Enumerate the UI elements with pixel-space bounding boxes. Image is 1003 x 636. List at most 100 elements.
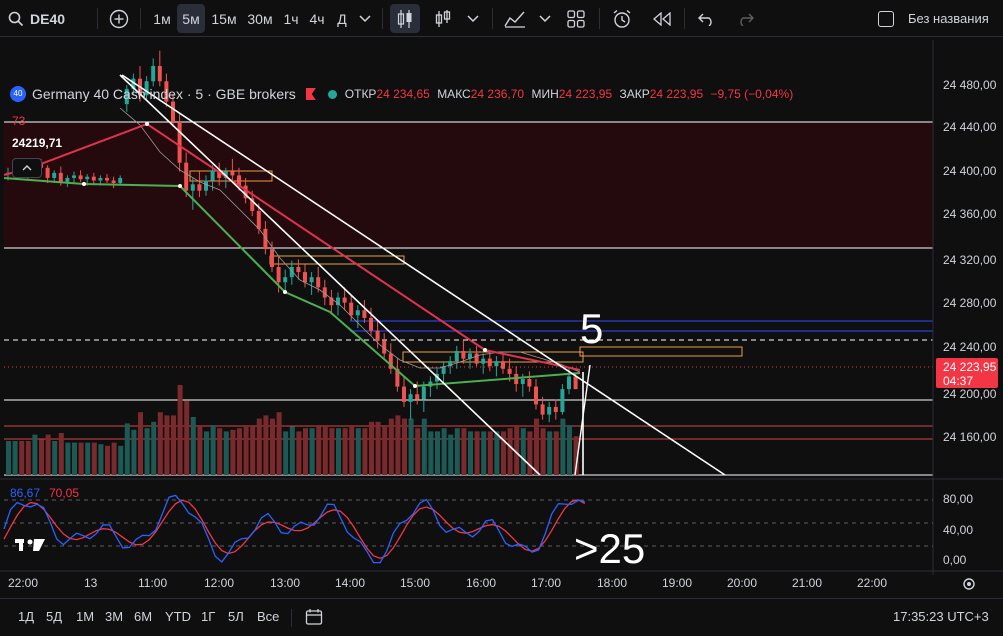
candle-body[interactable] bbox=[487, 358, 492, 367]
range-all[interactable]: Все bbox=[257, 609, 280, 624]
candle-body[interactable] bbox=[448, 361, 453, 367]
price-axis[interactable]: 24 480,00 24 440,00 24 400,00 24 360,00 … bbox=[943, 78, 997, 444]
candle-body[interactable] bbox=[270, 249, 274, 267]
candle-body[interactable] bbox=[157, 65, 162, 82]
candle-body[interactable] bbox=[171, 101, 175, 122]
candle-body[interactable] bbox=[124, 88, 129, 105]
green-trend-line[interactable] bbox=[3, 177, 581, 388]
series-title[interactable]: Germany 40 Cash index · 5 · GBE brokers bbox=[32, 86, 296, 102]
candle-body[interactable] bbox=[560, 389, 565, 413]
candle-body[interactable] bbox=[494, 361, 499, 367]
indicators-button[interactable] bbox=[501, 0, 529, 37]
interval-dropdown[interactable] bbox=[355, 0, 375, 37]
templates-button[interactable] bbox=[562, 0, 590, 37]
flag-icon[interactable] bbox=[305, 88, 316, 100]
oscillator-axis[interactable]: 80,00 40,00 0,00 bbox=[943, 492, 973, 567]
interval-d[interactable]: Д bbox=[337, 10, 347, 27]
candle-body[interactable] bbox=[534, 386, 538, 405]
candle-body[interactable] bbox=[382, 340, 387, 354]
candle-body[interactable] bbox=[276, 267, 281, 283]
indicators-dropdown[interactable] bbox=[535, 0, 555, 37]
candle-body[interactable] bbox=[553, 406, 558, 413]
chart-area[interactable]: 5 24 480,00 24 440,00 24 400,00 24 360,0… bbox=[0, 38, 1003, 598]
candle-body[interactable] bbox=[118, 177, 123, 184]
alert-button[interactable] bbox=[608, 0, 636, 37]
white-trend-line[interactable] bbox=[121, 74, 726, 476]
interval-1m[interactable]: 1м bbox=[153, 10, 171, 27]
candle-body[interactable] bbox=[283, 277, 288, 283]
collapse-legend-button[interactable] bbox=[12, 158, 42, 178]
candle-body[interactable] bbox=[540, 404, 545, 415]
clock-timezone[interactable]: 17:35:23 UTC+3 bbox=[893, 609, 989, 624]
candle-body[interactable] bbox=[151, 65, 156, 82]
candle-body[interactable] bbox=[72, 175, 76, 178]
candle-body[interactable] bbox=[45, 167, 50, 178]
candle-body[interactable] bbox=[329, 297, 334, 306]
price-chart[interactable]: 5 24 480,00 24 440,00 24 400,00 24 360,0… bbox=[0, 38, 1003, 598]
interval-1h[interactable]: 1ч bbox=[283, 10, 299, 27]
candle-body[interactable] bbox=[237, 175, 241, 186]
chart-type-dropdown[interactable] bbox=[463, 0, 483, 37]
candle-body[interactable] bbox=[547, 406, 552, 415]
candle-body[interactable] bbox=[441, 366, 446, 374]
candle-body[interactable] bbox=[369, 317, 373, 331]
candle-body[interactable] bbox=[395, 368, 400, 387]
bar-chart-button[interactable] bbox=[430, 0, 456, 37]
candle-body[interactable] bbox=[362, 310, 367, 318]
candle-body[interactable] bbox=[573, 376, 578, 390]
candle-body[interactable] bbox=[98, 177, 103, 181]
candle-body[interactable] bbox=[52, 172, 57, 178]
candle-body[interactable] bbox=[474, 353, 479, 364]
candle-body[interactable] bbox=[250, 198, 255, 212]
interval-15m[interactable]: 15м bbox=[211, 10, 237, 27]
candle-body[interactable] bbox=[342, 297, 347, 303]
interval-4h[interactable]: 4ч bbox=[309, 10, 325, 27]
range-1y[interactable]: 1Г bbox=[201, 609, 216, 624]
candle-body[interactable] bbox=[316, 277, 321, 288]
replay-button[interactable] bbox=[648, 0, 676, 37]
candle-body[interactable] bbox=[230, 171, 235, 176]
annotation-five[interactable]: 5 bbox=[580, 305, 603, 352]
candle-body[interactable] bbox=[263, 228, 268, 250]
candle-body[interactable] bbox=[527, 378, 532, 387]
candle-body[interactable] bbox=[567, 376, 571, 390]
range-1d[interactable]: 1Д bbox=[18, 609, 35, 624]
range-5y[interactable]: 5Л bbox=[228, 609, 244, 624]
candle-body[interactable] bbox=[296, 267, 301, 273]
candle-body[interactable] bbox=[190, 184, 195, 191]
candle-body[interactable] bbox=[243, 185, 248, 199]
candle-body[interactable] bbox=[388, 353, 393, 369]
candle-body[interactable] bbox=[105, 177, 109, 181]
candle-body[interactable] bbox=[507, 368, 512, 374]
candle-body[interactable] bbox=[349, 302, 354, 316]
candle-body[interactable] bbox=[375, 330, 380, 341]
candle-body[interactable] bbox=[355, 310, 360, 316]
candle-body[interactable] bbox=[303, 272, 307, 283]
white-trend-line[interactable] bbox=[119, 74, 541, 476]
orange-box[interactable] bbox=[579, 346, 743, 357]
calendar-icon[interactable] bbox=[305, 608, 323, 626]
candle-body[interactable] bbox=[131, 78, 136, 89]
candle-body[interactable] bbox=[91, 176, 96, 181]
candle-body[interactable] bbox=[289, 267, 294, 278]
candle-body[interactable] bbox=[501, 361, 505, 369]
range-6m[interactable]: 6М bbox=[134, 609, 153, 624]
candle-body[interactable] bbox=[256, 211, 261, 229]
candle-body[interactable] bbox=[402, 386, 406, 402]
time-axis[interactable]: 22:00 13 11:00 12:00 13:00 14:00 15:00 1… bbox=[8, 576, 887, 590]
candle-body[interactable] bbox=[481, 358, 486, 364]
candle-body[interactable] bbox=[210, 170, 215, 181]
candle-body[interactable] bbox=[111, 180, 116, 184]
candle-body[interactable] bbox=[197, 184, 202, 191]
candle-body[interactable] bbox=[468, 353, 472, 359]
candle-body[interactable] bbox=[322, 287, 327, 298]
interval-5m[interactable]: 5м bbox=[177, 4, 205, 33]
range-1m[interactable]: 1М bbox=[76, 609, 95, 624]
candle-body[interactable] bbox=[78, 175, 83, 180]
range-3m[interactable]: 3М bbox=[105, 609, 124, 624]
range-ytd[interactable]: YTD bbox=[165, 609, 191, 624]
candle-body[interactable] bbox=[461, 350, 466, 359]
layout-name-button[interactable]: Без названия bbox=[878, 0, 998, 37]
candle-body[interactable] bbox=[408, 394, 413, 402]
candle-body[interactable] bbox=[184, 162, 189, 191]
